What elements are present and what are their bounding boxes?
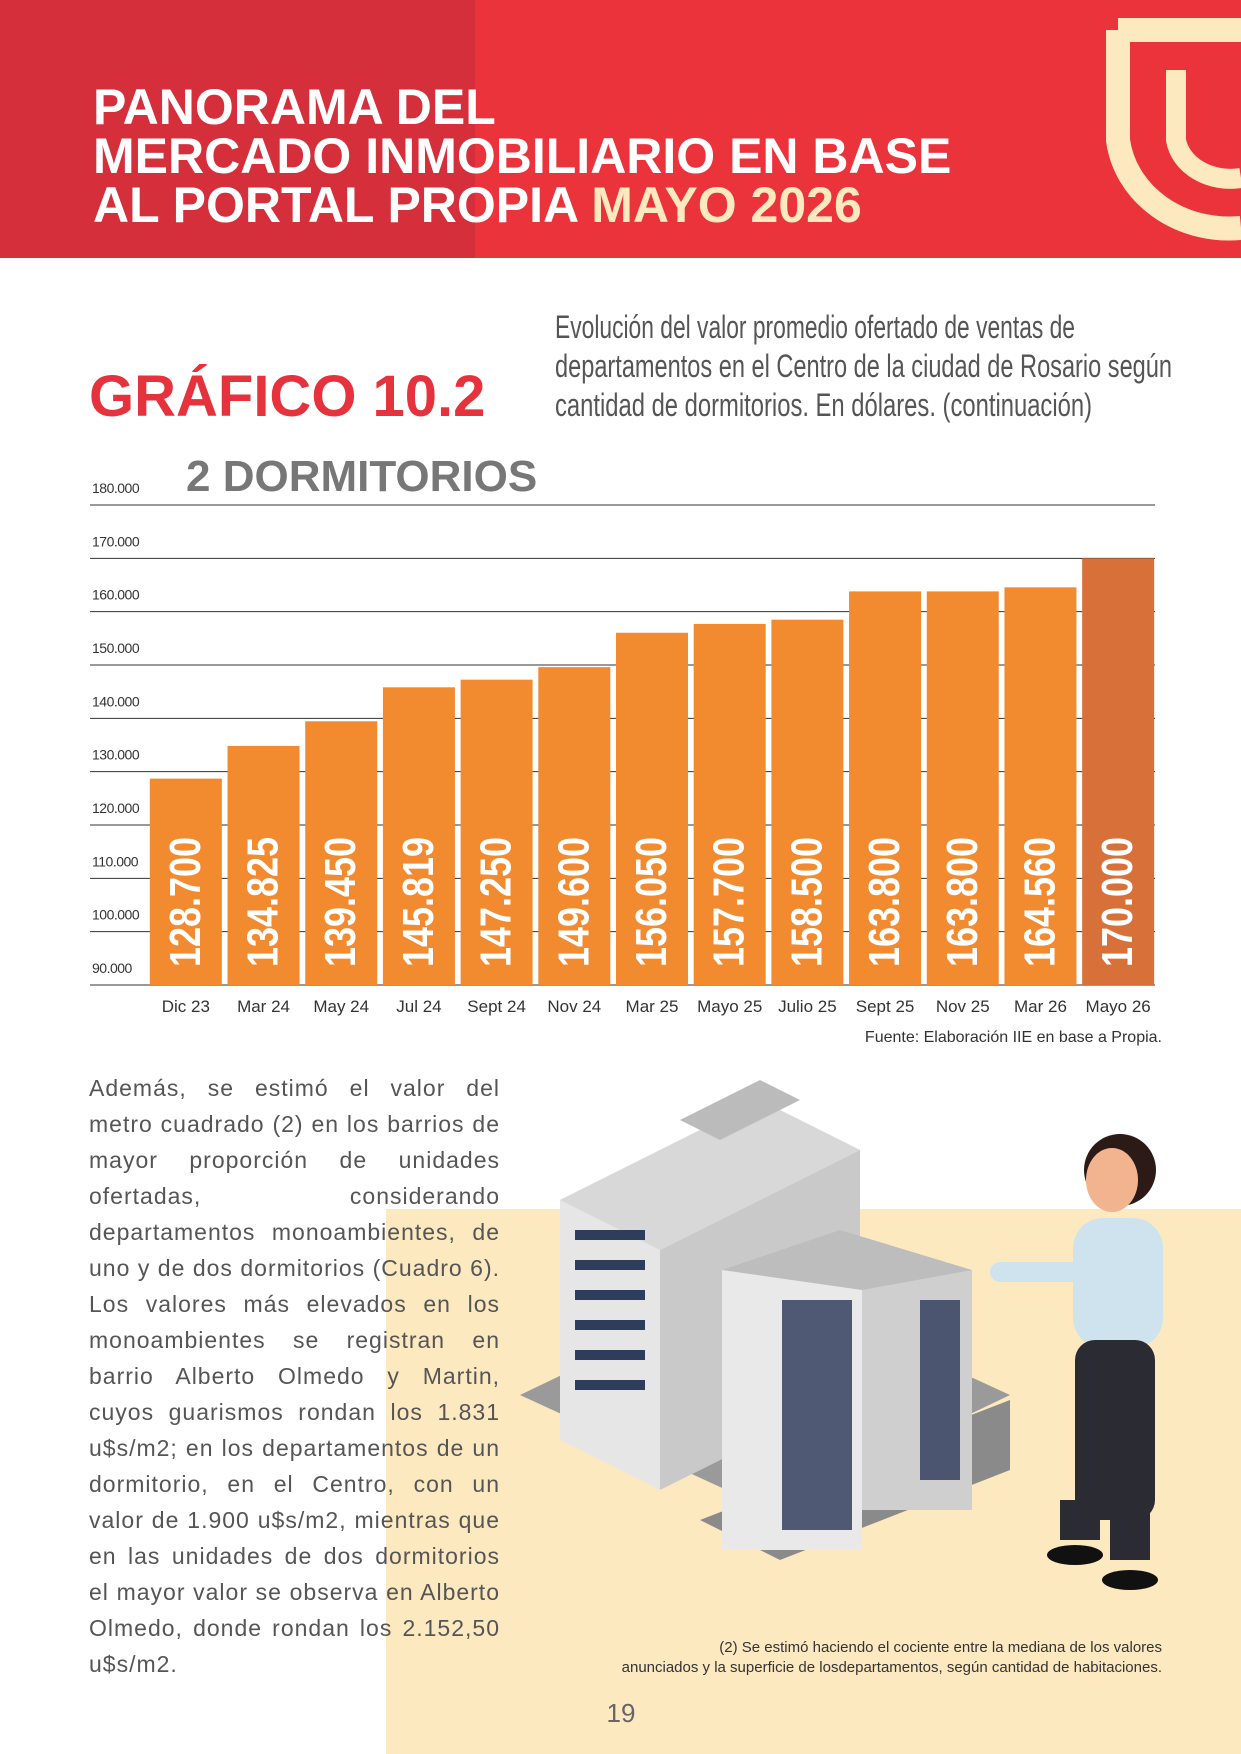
bar [460, 679, 533, 985]
value-label: 128.700 [161, 837, 210, 967]
value-label: 156.050 [627, 837, 676, 967]
logo-outer [1106, 30, 1241, 241]
x-tick-label: Sept 24 [467, 997, 526, 1016]
value-label: 164.560 [1015, 837, 1064, 967]
bar [538, 667, 611, 985]
x-tick-label: Nov 24 [547, 997, 601, 1016]
title-line: AL PORTAL PROPIA [93, 177, 578, 233]
x-tick-label: Mayo 26 [1086, 997, 1151, 1016]
bar [1082, 558, 1155, 985]
bar [926, 591, 999, 985]
y-tick-label: 130.000 [92, 747, 140, 763]
title-line: MERCADO INMOBILIARIO EN BASE [93, 128, 951, 184]
illustration [520, 1080, 1163, 1590]
body-text: Además, se estimó el valor del metro cua… [89, 1075, 500, 1677]
x-tick-label: Sept 25 [856, 997, 915, 1016]
subtitle-line: cantidad de dormitorios. En dólares. (co… [555, 387, 1092, 423]
chart-subtitle: Evolución del valor promedio ofertado de… [555, 309, 1172, 423]
value-label: 139.450 [316, 837, 365, 967]
x-tick-label: Mar 24 [237, 997, 290, 1016]
page-number: 19 [607, 1698, 636, 1728]
value-label: 157.700 [705, 837, 754, 967]
chart: 90.000 100.000 110.000 120.000 130.000 140.00… [90, 480, 1155, 1016]
x-tick-label: Julio 25 [778, 997, 837, 1016]
chart-source: Fuente: Elaboración IIE en base a Propia… [865, 1029, 1162, 1046]
x-tick-label: Nov 25 [936, 997, 990, 1016]
y-tick-label: 140.000 [92, 693, 140, 709]
bar [227, 745, 300, 985]
bar [149, 778, 222, 985]
footnote-line: anunciados y la superficie de losdeparta… [622, 1659, 1162, 1676]
subtitle-line: departamentos en el Centro de la ciudad … [555, 348, 1172, 384]
footnote-line: (2) Se estimó haciendo el cociente entre… [719, 1639, 1162, 1656]
title-line: PANORAMA DEL [93, 79, 496, 135]
title-highlight: MAYO 2026 [591, 177, 862, 233]
x-tick-label: Mar 25 [626, 997, 679, 1016]
y-tick-label: 170.000 [92, 533, 140, 549]
x-tick-label: Mar 26 [1014, 997, 1067, 1016]
footnote: (2) Se estimó haciendo el cociente entre… [622, 1639, 1162, 1676]
y-tick-label: 160.000 [92, 587, 140, 603]
value-label: 170.000 [1093, 837, 1142, 967]
bar [693, 623, 766, 985]
y-tick-label: 150.000 [92, 640, 140, 656]
title-line: AL PORTAL PROPIA MAYO 2026 [93, 177, 862, 233]
value-label: 147.250 [472, 837, 521, 967]
value-label: 145.819 [394, 837, 443, 967]
header-band-left [0, 0, 475, 258]
bar [305, 721, 378, 985]
bar [771, 619, 844, 985]
x-tick-label: Dic 23 [162, 997, 210, 1016]
value-label: 149.600 [549, 837, 598, 967]
bar [616, 632, 688, 985]
value-label: 163.800 [860, 837, 909, 967]
bar [382, 687, 455, 985]
header-title: PANORAMA DEL MERCADO INMOBILIARIO EN BAS… [93, 79, 951, 233]
subtitle-line: Evolución del valor promedio ofertado de… [555, 309, 1075, 345]
logo-inner [1166, 70, 1241, 189]
y-tick-label: 180.000 [92, 480, 140, 496]
value-label: 158.500 [782, 837, 831, 967]
bar [1004, 587, 1077, 985]
y-tick-label: 90.000 [92, 960, 133, 976]
value-label: 134.825 [239, 837, 288, 967]
x-tick-label: Mayo 25 [697, 997, 762, 1016]
y-tick-label: 100.000 [92, 907, 140, 923]
value-label: 163.800 [938, 837, 987, 967]
x-tick-label: Jul 24 [396, 997, 441, 1016]
chart-label: GRÁFICO 10.2 [89, 364, 485, 429]
bar [849, 591, 922, 985]
x-tick-label: May 24 [313, 997, 369, 1016]
y-tick-label: 110.000 [92, 853, 139, 869]
chart-title: 2 DORMITORIOS [186, 452, 537, 501]
y-tick-label: 120.000 [92, 800, 140, 816]
